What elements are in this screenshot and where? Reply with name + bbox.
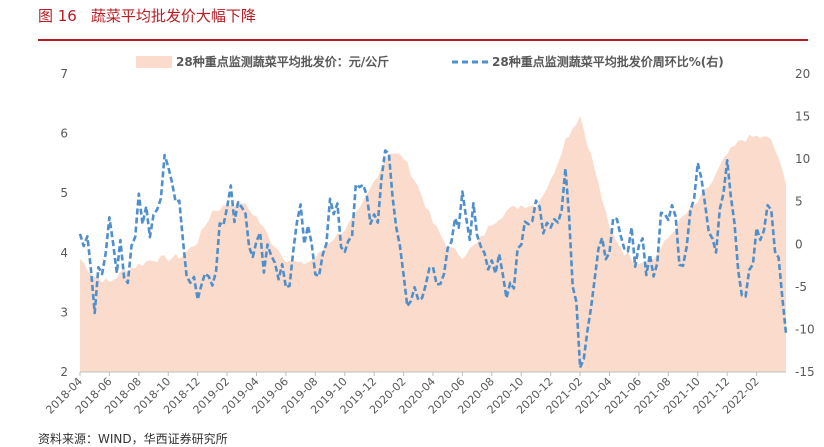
- figure-number: 图 16: [38, 7, 77, 25]
- y-right-tick-label: 10: [795, 152, 810, 166]
- y-axis-left: 2 3 4 5 6 7: [60, 67, 68, 379]
- y-right-tick-label: 5: [795, 195, 803, 209]
- y-right-tick-label: 0: [795, 237, 803, 251]
- y-right-tick-label: 15: [795, 110, 810, 124]
- y-axis-right: -15 -10 -5 0 5 10 15 20: [795, 67, 815, 379]
- y-left-tick-label: 6: [60, 127, 68, 141]
- series-area-price: [80, 115, 786, 373]
- title-rule: [38, 39, 808, 41]
- series-line-wow: [78, 149, 788, 369]
- legend-label-area: 28种重点监测蔬菜平均批发价：元/公斤: [176, 54, 389, 69]
- figure-title: 图 16 蔬菜平均批发价大幅下降: [38, 5, 256, 26]
- figure-title-text: 蔬菜平均批发价大幅下降: [90, 7, 256, 25]
- y-right-tick-label: -15: [795, 365, 815, 379]
- y-left-tick-label: 2: [60, 365, 68, 379]
- y-left-tick-label: 3: [60, 305, 68, 319]
- plot-area: [78, 115, 788, 373]
- y-right-tick-label: -5: [795, 280, 807, 294]
- y-left-tick-label: 5: [60, 186, 68, 200]
- legend: 28种重点监测蔬菜平均批发价：元/公斤 28种重点监测蔬菜平均批发价周环比%(右…: [136, 54, 724, 69]
- legend-swatch-area: [136, 56, 172, 68]
- y-left-tick-label: 7: [60, 67, 68, 81]
- y-right-tick-label: -10: [795, 322, 815, 336]
- legend-label-line: 28种重点监测蔬菜平均批发价周环比%(右): [492, 54, 724, 69]
- source-note: 资料来源：WIND，华西证券研究所: [38, 432, 228, 446]
- y-right-tick-label: 20: [795, 67, 810, 81]
- x-axis: 2018-042018-062018-082018-102018-122019-…: [43, 371, 786, 417]
- y-left-tick-label: 4: [60, 246, 68, 260]
